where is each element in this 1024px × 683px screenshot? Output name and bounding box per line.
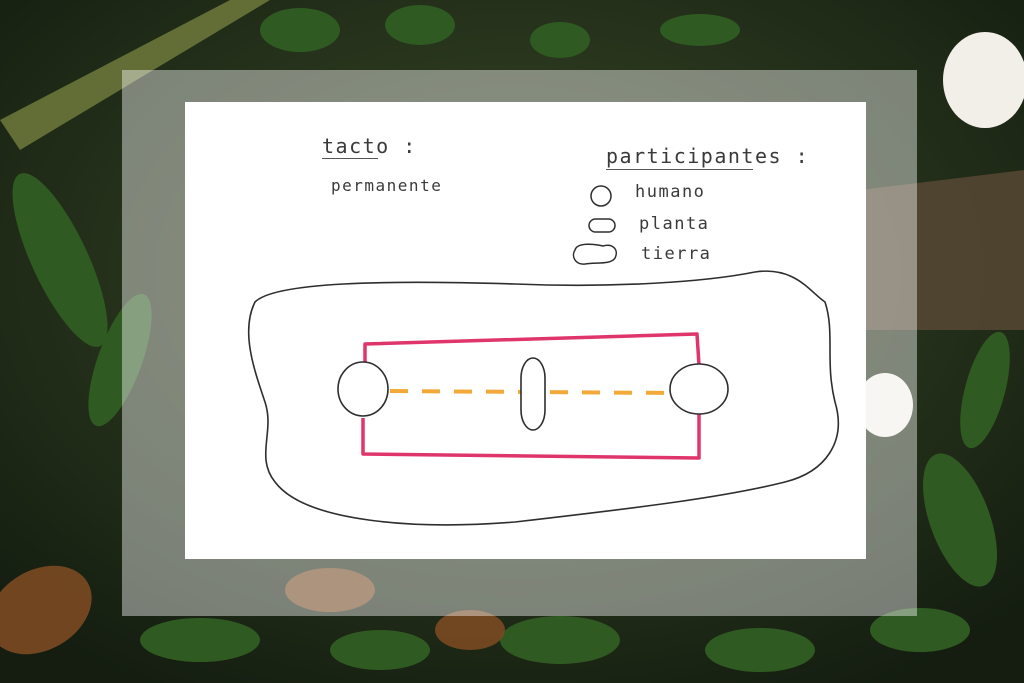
drawing-card: tacto : permanente participantes : human…	[185, 102, 866, 559]
human-right-circle	[669, 363, 729, 415]
title-value: permanente	[331, 176, 443, 195]
touch-link-rectangle	[361, 332, 701, 460]
title-underline	[322, 158, 378, 159]
oval-icon	[588, 218, 616, 233]
legend-item-label: humano	[635, 182, 706, 202]
legend-underline	[606, 169, 753, 170]
legend-heading: participantes :	[606, 144, 810, 168]
human-left-circle	[337, 361, 389, 417]
circle-icon	[590, 185, 612, 207]
plant-oval	[520, 357, 546, 431]
legend-item-label: planta	[639, 214, 710, 234]
earth-outline	[247, 270, 840, 526]
legend-item-label: tierra	[641, 244, 712, 264]
drawing-canvas	[247, 185, 840, 526]
title-label: tacto :	[322, 134, 417, 158]
blob-icon	[572, 243, 617, 265]
